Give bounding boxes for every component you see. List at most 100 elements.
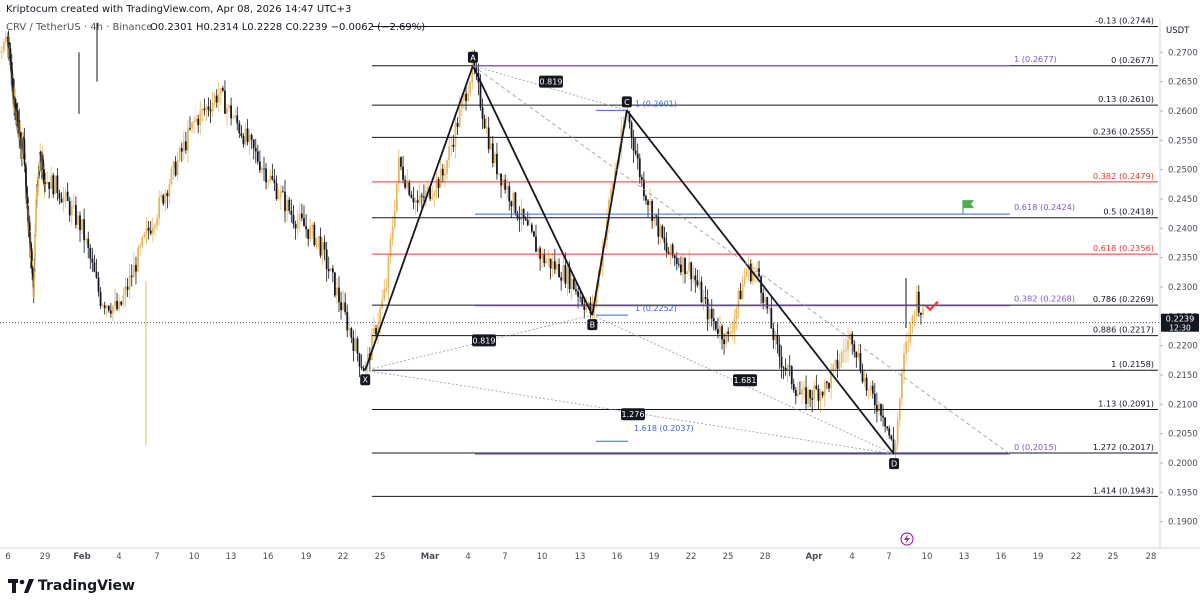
candle-body [512,192,515,207]
candle-body [156,218,158,226]
candle-body [673,255,676,258]
candle-body [338,287,340,303]
candle-body [258,161,261,171]
candle-body [581,297,584,305]
candle-body [698,281,701,286]
price-chart[interactable]: USDT 0.1900 0.1950 0.2000 0.2050 0.2100 0.2150… [0,0,1200,572]
price-axis-tick-label: 0.2500 [1168,166,1198,176]
candle-body [11,77,14,96]
candle-body [54,175,57,195]
candle-body [456,123,459,127]
fib-retracement-label: -0.13 (0.2744) [1095,15,1154,25]
candle-body [888,428,891,436]
candle-body [768,308,771,309]
candle-body [89,247,92,259]
candle-body [545,260,548,264]
price-axis-currency: USDT [1166,26,1190,36]
candle-body [719,326,721,334]
candle-body [813,385,816,400]
time-axis-tick-label: Apr [806,552,824,562]
candle-body [809,389,812,399]
candle-body [79,215,81,231]
candle-body [844,349,847,351]
candle-body [44,182,46,184]
candle-body [406,181,409,188]
candle-body [164,193,167,204]
tradingview-logo[interactable]: TradingView [8,578,135,594]
projection-label: 1 (0.2601) [635,99,677,108]
candle-body [717,329,719,334]
flag-icon [963,200,974,209]
candle-body [647,200,649,206]
candle-body [737,290,740,309]
candle-body [640,176,643,180]
candle-body [311,224,314,227]
candle-body [228,105,230,108]
candle-body [855,351,858,358]
candle-body [217,94,220,103]
bar-countdown: 12:30 [1169,324,1191,333]
candle-body [882,415,884,418]
candle-body [172,161,175,169]
candle-body [128,275,131,290]
harmonic-leg [591,110,628,316]
candle-body [708,308,711,320]
candle-body [807,389,809,405]
candle-body [149,230,152,234]
candle-body [801,389,803,395]
candle-body [714,321,717,330]
candle-body [543,253,546,264]
candle-body [782,367,785,369]
fib-retracement-label: 0.13 (0.2610) [1098,94,1154,104]
candle-body [884,417,887,427]
ohlc-readout: O0.2301 H0.2314 L0.2228 C0.2239 −0.0062 … [150,22,426,33]
candle-body [242,136,245,145]
candle-body [729,333,732,335]
candle-body [327,268,330,272]
candle-body [504,179,507,190]
flash-icon-bolt [904,534,910,544]
candle-body [444,173,446,176]
candle-body [412,197,415,203]
candle-body [448,146,451,161]
candle-body [524,218,527,221]
candle-body [819,392,822,401]
time-axis-tick-label: 25 [375,552,386,562]
candle-body [68,201,71,216]
candle-body [427,186,429,191]
time-axis-tick-label: 22 [338,552,349,562]
candle-body [498,173,500,175]
candle-body [556,263,558,270]
time-axis-tick-label: 28 [760,552,771,562]
candle-body [741,283,744,300]
candle-body [774,334,777,341]
candle-body [93,262,96,272]
candle-body [288,199,291,211]
candle-body [628,114,631,123]
candle-body [723,339,725,345]
candle-body [38,163,41,171]
candle-body [686,271,688,275]
candle-body [36,187,39,191]
candle-body [373,328,375,334]
candle-body [236,115,239,124]
candle-body [46,182,49,184]
candle-body [467,93,470,102]
candle-body [669,244,672,255]
candle-body [271,175,274,180]
price-axis-tick-label: 0.2000 [1168,459,1198,469]
candle-body [684,257,686,275]
candle-body [506,186,509,190]
candle-body [537,248,539,252]
time-axis-tick-label: 13 [226,552,237,562]
candle-body [56,175,59,193]
symbol-title[interactable]: CRV / TetherUS · 4h · Binance [6,22,153,33]
candle-body [535,236,537,252]
candle-body [213,95,216,103]
pattern-point-badge [587,319,598,331]
candle-body [393,211,396,227]
candle-body [250,134,253,140]
candle-body [414,200,417,203]
candle-body [344,302,347,313]
candle-body [114,300,116,307]
